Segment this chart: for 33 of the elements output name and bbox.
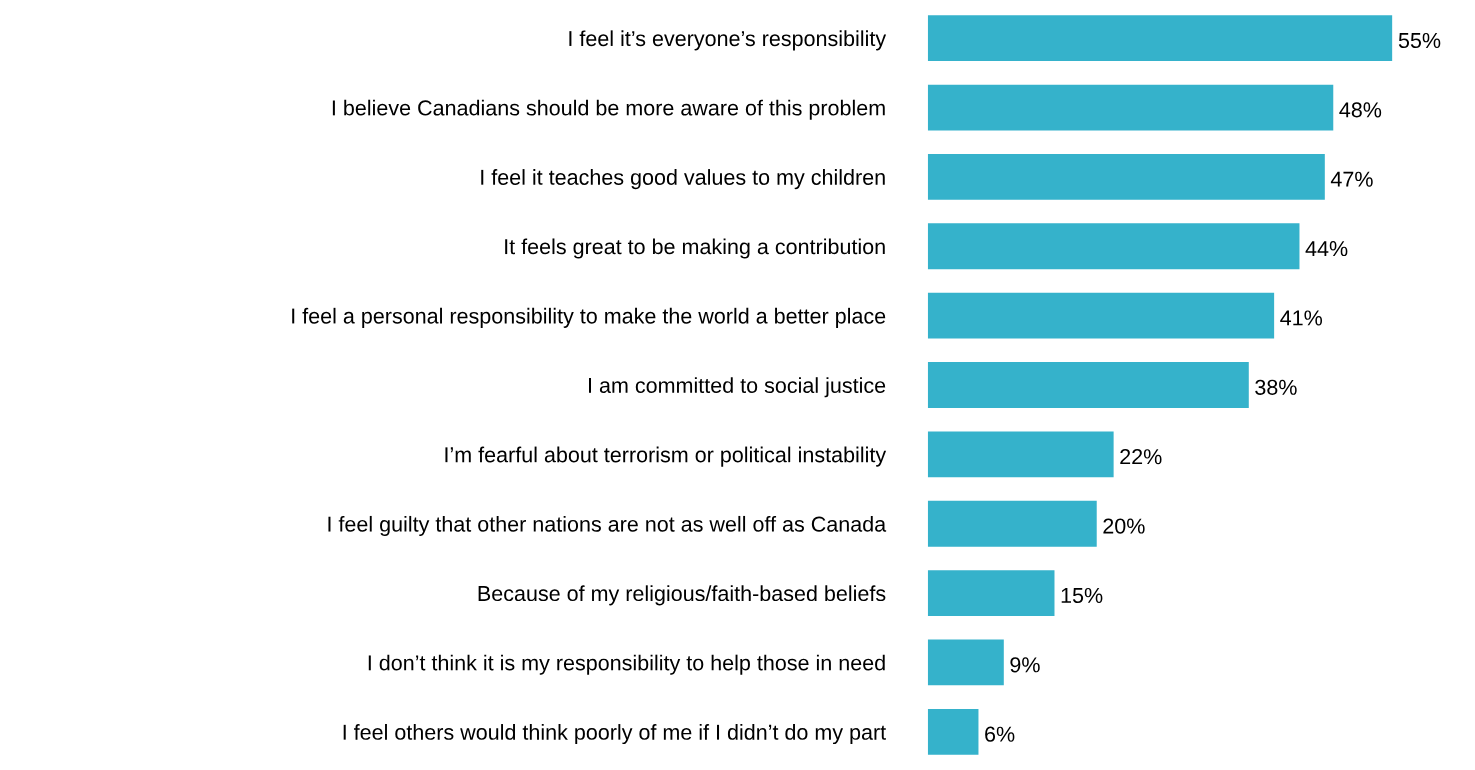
bar xyxy=(927,362,1249,408)
y-tick-label: It feels great to be making a contribution xyxy=(505,238,885,259)
bar xyxy=(927,500,1097,547)
data-label: 15% xyxy=(1061,587,1103,604)
data-label: 41% xyxy=(1280,310,1323,326)
data-label: 20% xyxy=(1103,518,1145,534)
bar xyxy=(927,292,1275,339)
bar xyxy=(927,431,1114,478)
bar xyxy=(927,708,979,755)
y-tick-label: I feel guilty that other nations are not as well off as Canada xyxy=(328,515,887,537)
bar xyxy=(927,84,1334,131)
bar xyxy=(927,154,1325,200)
data-label: 22% xyxy=(1120,449,1162,465)
data-label: 44% xyxy=(1305,241,1348,257)
y-tick-label: Because of my religious/faith-based beliefs xyxy=(478,585,886,606)
y-tick-label: I feel a personal responsibility to make the world a better place xyxy=(292,307,886,328)
y-tick-label: I believe Canadians should be more aware of this problem xyxy=(332,99,885,120)
bar xyxy=(927,639,1004,686)
bar xyxy=(927,570,1055,616)
y-tick-label: I feel others would think poorly of me if I didn’t do my part xyxy=(343,724,886,745)
data-label: 38% xyxy=(1255,379,1297,395)
data-label: 55% xyxy=(1398,32,1441,49)
data-label: 47% xyxy=(1330,171,1373,187)
bar xyxy=(927,223,1300,270)
y-tick-label: I am committed to social justice xyxy=(589,377,886,398)
y-tick-label: I feel it teaches good values to my children xyxy=(481,169,885,190)
data-label: 9% xyxy=(1010,657,1040,673)
data-label: 6% xyxy=(985,726,1015,742)
data-label: 48% xyxy=(1339,102,1382,118)
bar xyxy=(927,15,1393,62)
y-tick-label: I feel it’s everyone’s responsibility xyxy=(569,30,887,51)
y-tick-label: I don’t think it is my responsibility to help those in need xyxy=(368,654,885,675)
y-tick-label: I’m fearful about terrorism or political instability xyxy=(445,446,887,467)
